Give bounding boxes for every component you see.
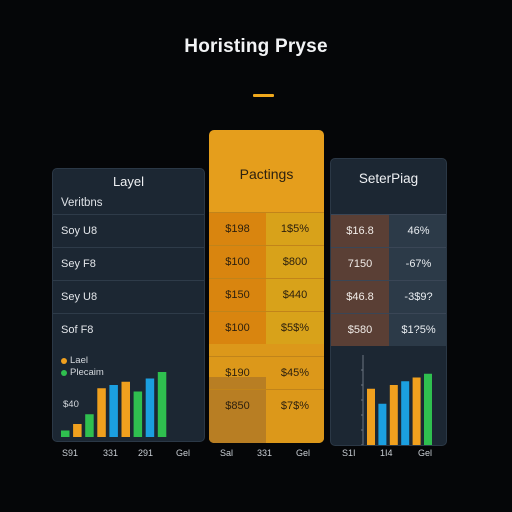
right-x-label: 1I4 (380, 448, 393, 458)
right-x-label: Gel (418, 448, 433, 458)
left-card-header: Layel (112, 174, 145, 189)
left-x-label: Gel (176, 448, 191, 458)
chart-bar (401, 381, 410, 445)
left-row-label: Sey U8 (61, 291, 98, 303)
left-x-label: 291 (138, 448, 154, 458)
right-cell: -67% (389, 248, 446, 280)
middle-row-6: $850 $7$% (209, 389, 324, 422)
middle-plan-card[interactable]: Pactings $198 1$5% $100 $800 $150 $440 $… (209, 130, 324, 443)
right-cell: 7150 (331, 248, 389, 280)
right-card-header: SeterPiag (358, 171, 419, 186)
chart-bar (61, 430, 70, 437)
middle-cell: $100 (225, 322, 250, 334)
right-row-3: $46.8 -3$9? (331, 280, 446, 313)
legend-dot-orange (61, 357, 67, 364)
middle-row-1: $198 1$5% (209, 212, 324, 245)
middle-row-4: $100 $5$% (209, 311, 324, 344)
middle-row-3: $150 $440 (209, 278, 324, 311)
left-row-label: Sey F8 (61, 258, 96, 270)
chart-bar (424, 373, 432, 445)
left-row-1: Soy U8 (53, 214, 204, 247)
left-row-4: Sof F8 (53, 313, 204, 346)
right-cell: -3$9? (389, 281, 446, 313)
middle-cell: $190 (225, 367, 250, 379)
left-x-label: 331 (103, 448, 119, 458)
chart-bar (378, 403, 387, 445)
right-cell: $1?5% (389, 314, 446, 346)
chart-bar (412, 377, 421, 445)
middle-card-header: Pactings (239, 166, 294, 182)
left-bar-chart (61, 372, 167, 437)
middle-cell: $850 (225, 400, 250, 412)
legend-label: Plecaim (70, 367, 104, 378)
middle-x-label: Sal (220, 448, 234, 458)
chart-bar (157, 372, 167, 437)
left-x-label: S91 (62, 448, 79, 458)
chart-bar (97, 388, 106, 437)
right-cell: $580 (331, 314, 389, 346)
middle-cell: $100 (225, 256, 250, 268)
left-row-label: Sof F8 (61, 324, 94, 336)
left-row-3: Sey U8 (53, 280, 204, 313)
legend-item-plecaim: Plecaim (61, 367, 104, 378)
page-title: Horisting Pryse (184, 36, 328, 57)
middle-cell: $45% (280, 367, 310, 379)
middle-cell: $7$% (280, 400, 310, 412)
middle-cell: $150 (225, 289, 250, 301)
legend-item-lael: Lael (61, 355, 88, 366)
middle-cell: $198 (225, 223, 250, 235)
right-cell: 46% (389, 215, 446, 247)
right-plan-card[interactable]: SeterPiag $16.8 46% 7150 -67% $46.8 -3$9… (330, 158, 447, 446)
chart-bar (121, 381, 130, 437)
chart-bar (133, 391, 143, 437)
left-row-2: Sey F8 (53, 247, 204, 280)
middle-cell: $800 (282, 256, 308, 268)
right-row-2: 7150 -67% (331, 247, 446, 280)
middle-cell: $5$% (280, 322, 310, 334)
right-cell: $46.8 (331, 281, 389, 313)
middle-row-2: $100 $800 (209, 245, 324, 278)
chart-bar (145, 378, 155, 437)
left-row-label: Soy U8 (61, 225, 98, 237)
left-axis-value: $40 (63, 399, 79, 410)
middle-x-label: 331 (257, 448, 273, 458)
chart-bar (85, 414, 94, 437)
right-bar-chart (361, 355, 432, 445)
left-card-subheader: Veritbns (61, 197, 103, 209)
right-row-1: $16.8 46% (331, 214, 446, 247)
right-row-4: $580 $1?5% (331, 313, 446, 346)
legend-label: Lael (70, 355, 88, 366)
chart-bar (389, 385, 398, 445)
left-plan-card[interactable]: Layel Veritbns Soy U8 Sey F8 Sey U8 Sof … (52, 168, 205, 442)
chart-bar (367, 388, 375, 445)
chart-bar (109, 385, 118, 437)
middle-x-label: Gel (296, 448, 311, 458)
right-cell: $16.8 (331, 215, 389, 247)
right-x-label: S1I (342, 448, 356, 458)
middle-row-5: $190 $45% (209, 356, 324, 389)
legend-dot-green (61, 369, 67, 376)
title-accent-bar (253, 94, 274, 97)
middle-cell: 1$5% (280, 223, 310, 235)
chart-bar (73, 424, 82, 437)
middle-cell: $440 (282, 289, 308, 301)
